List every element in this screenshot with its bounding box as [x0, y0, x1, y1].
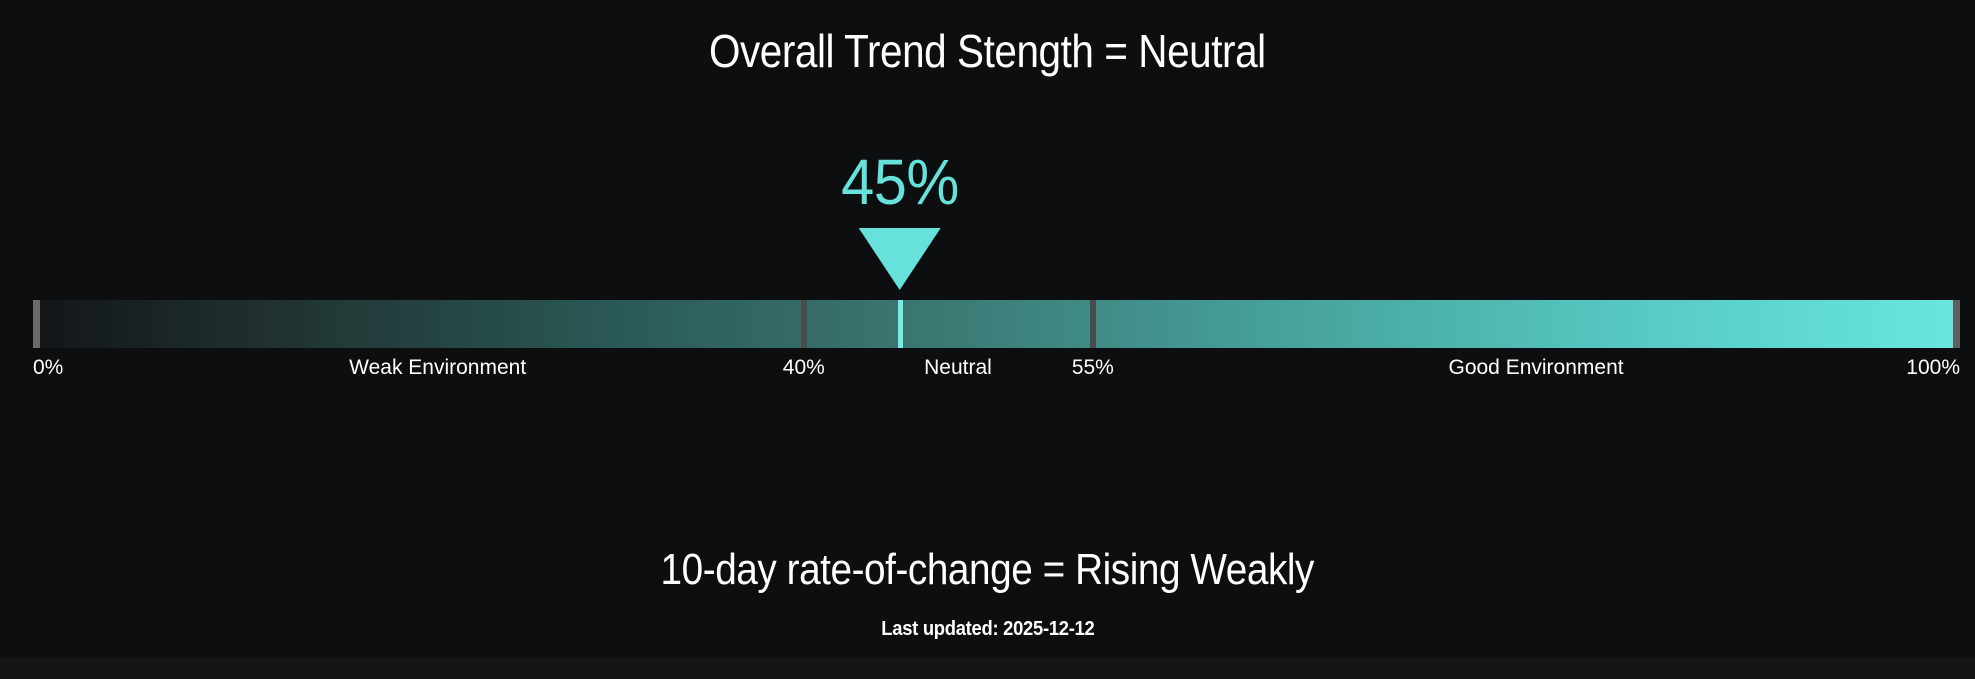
threshold-tick-55 — [1089, 300, 1096, 348]
last-updated-text: Last updated: 2025-12-12 — [880, 618, 1095, 640]
rate-of-change-text: 10-day rate-of-change = Rising Weakly — [660, 545, 1315, 594]
axis-label-good-environment: Good Environment — [1448, 356, 1624, 379]
footer-strip — [0, 657, 1975, 679]
axis-label-0: 0% — [33, 356, 64, 379]
last-updated: Last updated: 2025-12-12 — [0, 618, 1975, 641]
current-value-line — [898, 300, 904, 348]
axis-label-55: 55% — [1071, 356, 1114, 379]
axis-label-40: 40% — [782, 356, 825, 379]
axis-end-tick — [1953, 300, 1960, 348]
page-title-text: Overall Trend Stength = Neutral — [709, 25, 1266, 77]
page-title: Overall Trend Stength = Neutral — [0, 24, 1975, 79]
gauge-marker: 45% — [837, 150, 964, 290]
axis-label-weak-environment: Weak Environment — [349, 356, 527, 379]
gauge-bar — [33, 300, 1960, 348]
axis-start-tick — [33, 300, 40, 348]
axis-label-neutral: Neutral — [924, 356, 992, 379]
axis-labels-row: 0% Weak Environment 40% Neutral 55% Good… — [33, 356, 1960, 382]
rate-of-change-heading: 10-day rate-of-change = Rising Weakly — [0, 545, 1975, 596]
axis-label-100: 100% — [1906, 356, 1960, 379]
marker-pointer-icon — [859, 228, 942, 290]
threshold-tick-40 — [800, 300, 807, 348]
gauge-value: 45% — [837, 150, 964, 214]
gauge-region: 45% 0% Weak Environment 40% Neutral 55% … — [33, 0, 1960, 679]
gauge-value-text: 45% — [841, 146, 960, 218]
